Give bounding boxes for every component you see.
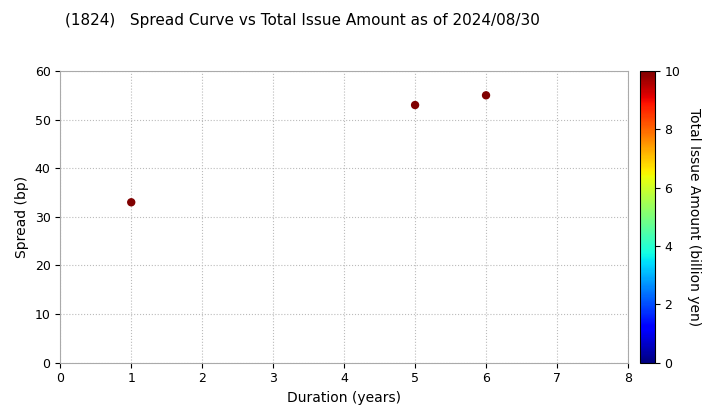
Text: (1824)   Spread Curve vs Total Issue Amount as of 2024/08/30: (1824) Spread Curve vs Total Issue Amoun…	[65, 13, 540, 28]
Y-axis label: Total Issue Amount (billion yen): Total Issue Amount (billion yen)	[687, 108, 701, 326]
Point	[480, 92, 492, 99]
X-axis label: Duration (years): Duration (years)	[287, 391, 401, 405]
Point	[409, 102, 420, 108]
Point	[125, 199, 137, 206]
Y-axis label: Spread (bp): Spread (bp)	[15, 176, 29, 258]
